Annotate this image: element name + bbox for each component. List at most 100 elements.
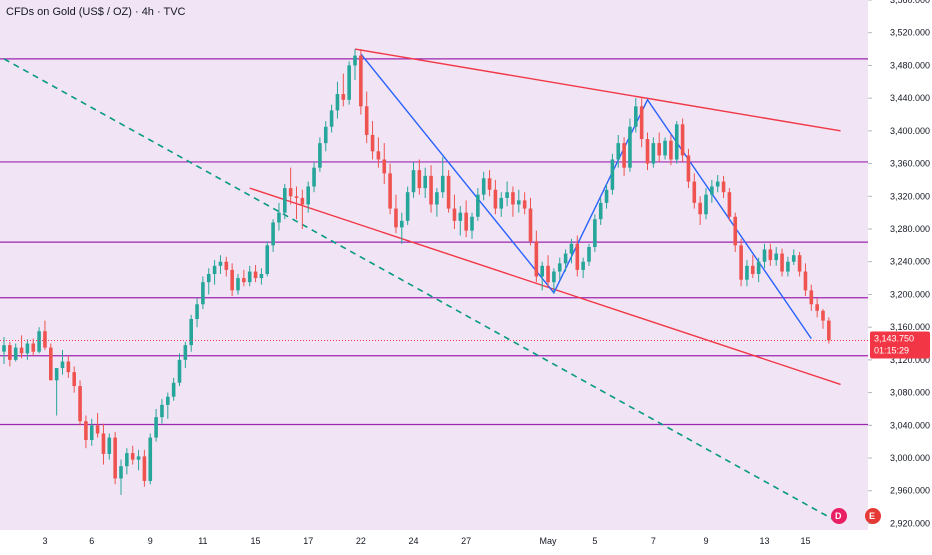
candle-139: [815, 298, 819, 318]
candle-body: [791, 255, 796, 262]
candle-51: [300, 189, 305, 230]
candle-body: [206, 273, 211, 283]
time-tick-label-4: 15: [251, 536, 261, 546]
candle-body: [698, 202, 702, 215]
candle-body: [546, 265, 550, 283]
candle-49: [288, 167, 293, 205]
candle-body: [25, 343, 30, 354]
candle-body: [400, 220, 404, 228]
candle-body: [43, 331, 47, 348]
candle-body: [745, 265, 749, 280]
candle-body: [493, 189, 498, 209]
candle-4: [25, 339, 30, 360]
candle-body: [405, 192, 410, 221]
candle-92: [540, 261, 544, 291]
candle-body: [376, 151, 381, 160]
candle-body: [60, 361, 65, 369]
candle-body: [517, 200, 521, 205]
candle-body: [593, 219, 597, 248]
candle-body: [557, 263, 562, 272]
candle-body: [101, 433, 106, 454]
candle-5: [31, 338, 36, 356]
time-tick-label-10: 5: [592, 536, 597, 546]
candle-body: [528, 208, 533, 242]
candle-52: [306, 181, 310, 213]
candle-body: [136, 456, 141, 460]
candle-21: [125, 448, 129, 475]
candle-body: [821, 310, 825, 321]
candle-102: [598, 197, 603, 225]
candle-body: [499, 197, 504, 209]
us-flag-icon[interactable]: [865, 508, 881, 524]
candle-body: [394, 208, 398, 228]
candle-body: [481, 178, 486, 195]
candle-body: [616, 143, 621, 160]
candle-body: [669, 140, 673, 160]
candle-body: [177, 359, 182, 383]
candle-78: [458, 206, 463, 236]
price-axis[interactable]: 3,560.000 3,520.000 3,480.000 3,440.000 3,40…: [868, 0, 930, 528]
candle-125: [733, 212, 738, 252]
price-tick-label-8: 3,240.000: [890, 257, 930, 267]
candle-13: [78, 380, 82, 426]
event-badge[interactable]: E: [865, 508, 881, 524]
price-tick-label-3: 3,440.000: [890, 93, 930, 103]
candle-56: [329, 104, 334, 133]
candle-body: [680, 124, 685, 156]
candle-body: [429, 175, 433, 205]
candle-body: [710, 186, 714, 195]
candle-body: [230, 269, 234, 291]
candle-74: [435, 188, 439, 217]
candle-106: [622, 137, 626, 176]
candle-94: [552, 268, 556, 293]
candle-131: [768, 243, 773, 266]
time-axis[interactable]: 3 6 9 11 15 17 22 24 27 May 5 7 9 13 15: [42, 536, 810, 546]
candle-body: [218, 261, 223, 266]
candle-body: [727, 192, 732, 217]
candle-body: [721, 181, 726, 193]
candle-body: [663, 140, 667, 156]
candle-109: [639, 98, 644, 148]
candle-body: [13, 347, 18, 360]
candle-104: [610, 153, 615, 195]
candle-22: [130, 445, 135, 465]
candle-body: [634, 106, 638, 127]
candle-68: [400, 212, 404, 244]
candle-107: [628, 118, 632, 172]
candle-body: [452, 208, 457, 221]
candle-body: [604, 189, 609, 203]
candle-body: [183, 345, 188, 360]
candle-body: [686, 155, 691, 182]
news-badge[interactable]: D: [831, 508, 847, 524]
candle-113: [663, 137, 667, 160]
price-tick-label-15: 2,960.000: [890, 486, 930, 496]
price-tick-label-6: 3,320.000: [890, 191, 930, 201]
candle-32: [189, 314, 193, 352]
candle-97: [569, 238, 574, 264]
candle-body: [645, 139, 650, 164]
candle-112: [657, 132, 661, 162]
candle-117: [686, 148, 691, 189]
news-flag-icon[interactable]: [831, 508, 847, 524]
candle-body: [639, 106, 644, 140]
candle-80: [470, 212, 474, 239]
candle-20: [119, 459, 123, 495]
time-tick-label-3: 11: [198, 536, 207, 546]
price-tag-price: 3,143.750: [874, 333, 914, 343]
candle-body: [657, 143, 661, 156]
candle-body: [470, 216, 474, 231]
candle-61: [359, 49, 363, 115]
candle-body: [89, 425, 94, 441]
candle-138: [809, 284, 814, 311]
candle-body: [312, 167, 316, 187]
candle-89: [522, 192, 527, 215]
candle-body: [440, 175, 445, 193]
candle-130: [762, 243, 767, 269]
trendline-channel-lower: [249, 187, 841, 386]
candle-121: [710, 179, 714, 203]
candle-body: [201, 282, 205, 305]
candle-body: [487, 178, 492, 190]
candle-77: [452, 194, 457, 230]
candle-body: [107, 437, 112, 454]
